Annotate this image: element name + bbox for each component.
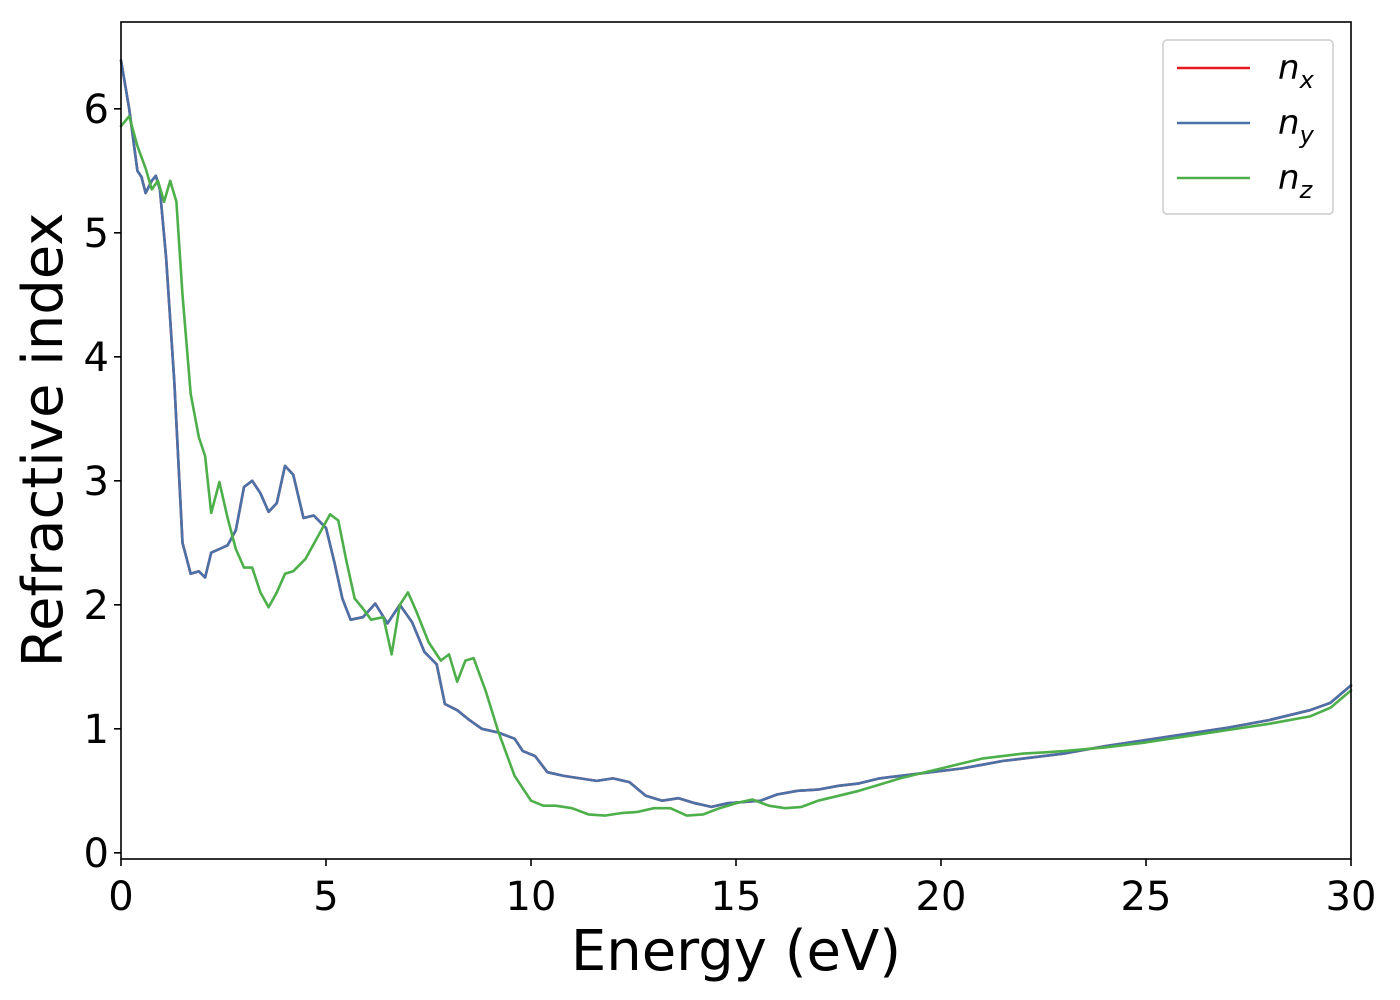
x-tick-label: 20 bbox=[916, 874, 967, 920]
legend-label-y: ny bbox=[1278, 103, 1315, 149]
legend-label-z: nz bbox=[1278, 158, 1314, 204]
legend: nx ny nz bbox=[1162, 39, 1334, 215]
x-tick-label: 30 bbox=[1326, 874, 1377, 920]
y-axis-title: Refractive index bbox=[11, 213, 76, 668]
series-line-z bbox=[119, 114, 1353, 817]
y-tick-label: 4 bbox=[84, 335, 109, 381]
x-tick-label: 25 bbox=[1121, 874, 1172, 920]
y-tick-label: 1 bbox=[84, 707, 109, 753]
x-tick-label: 0 bbox=[108, 874, 133, 920]
x-tick-label: 10 bbox=[506, 874, 557, 920]
legend-frame bbox=[1162, 39, 1334, 215]
series-layer bbox=[119, 59, 1353, 817]
y-tick-label: 3 bbox=[84, 459, 109, 505]
x-tick-label: 15 bbox=[711, 874, 762, 920]
x-tick-label: 5 bbox=[313, 874, 338, 920]
x-axis-title: Energy (eV) bbox=[571, 919, 901, 984]
series-line-y bbox=[119, 59, 1353, 809]
legend-label-x: nx bbox=[1278, 48, 1315, 94]
y-axis: 0 1 2 3 4 5 6 bbox=[84, 87, 121, 877]
y-tick-label: 5 bbox=[84, 211, 109, 257]
y-tick-label: 6 bbox=[84, 87, 109, 133]
y-tick-label: 0 bbox=[84, 831, 109, 877]
y-tick-label: 2 bbox=[84, 583, 109, 629]
x-axis: 0 5 10 15 20 25 30 bbox=[108, 859, 1376, 920]
